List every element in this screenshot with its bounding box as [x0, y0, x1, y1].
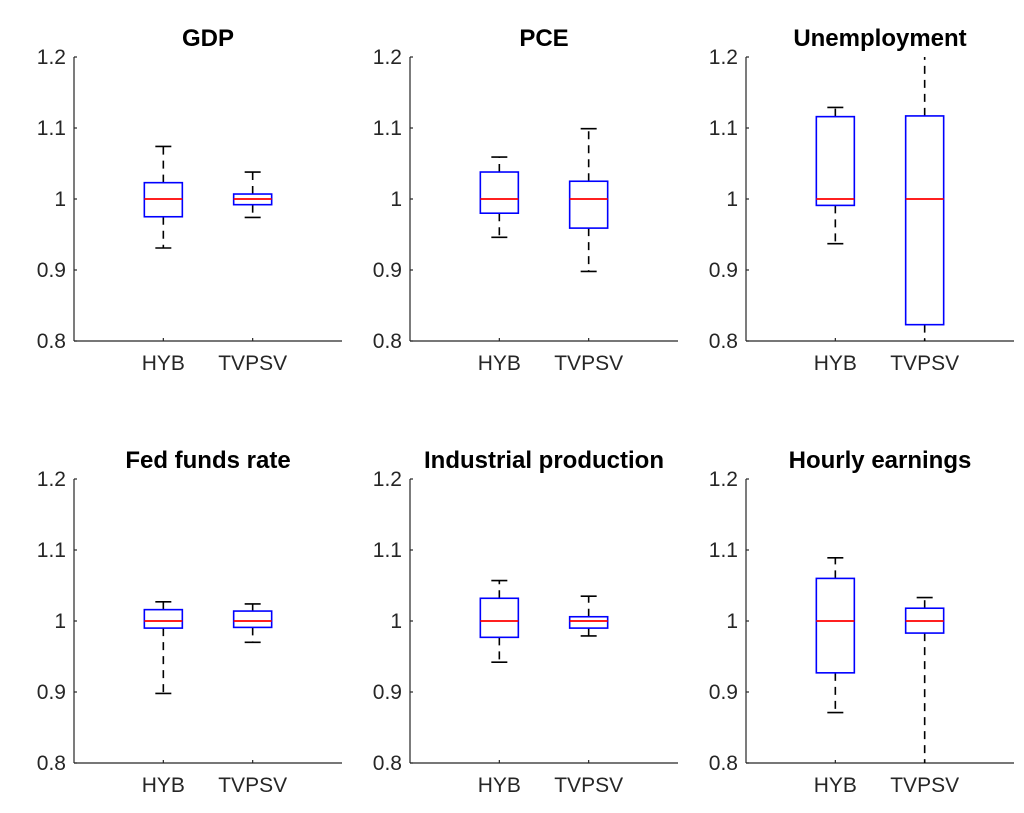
iqr-box — [232, 610, 273, 629]
panel-title: GDP — [182, 25, 234, 52]
y-tick-label: 1.1 — [37, 117, 66, 140]
box-tvpsv — [904, 57, 945, 341]
x-tick-label: HYB — [142, 352, 185, 375]
y-tick-label: 0.8 — [37, 330, 66, 353]
y-tick-label: 1.1 — [709, 539, 738, 562]
x-tick-label: TVPSV — [218, 352, 287, 375]
y-tick-label: 0.8 — [373, 330, 402, 353]
panel-unemployment: Unemployment 0.8 0.9 1 1.1 1.2 HYB TVPSV — [709, 25, 1014, 375]
panel-title: Fed funds rate — [125, 447, 290, 474]
box-hyb — [815, 557, 856, 714]
x-tick-label: TVPSV — [218, 774, 287, 797]
panel-gdp: GDP 0.8 0.9 1 1.1 1.2 HYB TVPSV — [37, 25, 342, 375]
y-tick-label: 1 — [390, 188, 402, 211]
y-tick-label: 1.2 — [37, 468, 66, 491]
box-tvpsv — [904, 596, 945, 763]
y-tick-label: 0.8 — [373, 752, 402, 775]
iqr-box — [479, 171, 520, 215]
y-tick-label: 1 — [726, 188, 738, 211]
box-hyb — [815, 106, 856, 245]
panel-title: Hourly earnings — [789, 447, 972, 474]
y-tick-label: 1.2 — [373, 468, 402, 491]
y-tick-label: 0.8 — [709, 752, 738, 775]
y-tick-label: 1.2 — [37, 46, 66, 69]
box-hyb — [143, 145, 184, 249]
panel-title: Industrial production — [424, 447, 664, 474]
y-tick-label: 1.2 — [373, 46, 402, 69]
panel-hourly-earnings: Hourly earnings 0.8 0.9 1 1.1 1.2 HYB TVPSV — [709, 447, 1014, 797]
iqr-box — [568, 180, 609, 229]
y-tick-label: 0.9 — [37, 259, 66, 282]
panel-title: Unemployment — [793, 25, 966, 52]
panel-pce: PCE 0.8 0.9 1 1.1 1.2 HYB TVPSV — [373, 25, 678, 375]
y-tick-label: 1 — [54, 610, 66, 633]
iqr-box — [815, 115, 856, 207]
y-tick-label: 0.8 — [709, 330, 738, 353]
y-tick-label: 1 — [726, 610, 738, 633]
iqr-box — [568, 615, 609, 629]
box-hyb — [479, 579, 520, 663]
box-tvpsv — [568, 127, 609, 273]
panel-industrial-production: Industrial production 0.8 0.9 1 1.1 1.2 HYB TVP… — [373, 447, 678, 797]
iqr-box — [815, 577, 856, 674]
x-tick-label: TVPSV — [554, 774, 623, 797]
x-tick-label: TVPSV — [890, 352, 959, 375]
y-tick-label: 0.9 — [709, 681, 738, 704]
y-tick-label: 1.1 — [37, 539, 66, 562]
iqr-box — [143, 608, 184, 629]
box-hyb — [143, 601, 184, 695]
y-tick-label: 1 — [54, 188, 66, 211]
x-tick-label: HYB — [814, 352, 857, 375]
x-tick-label: HYB — [814, 774, 857, 797]
x-tick-label: HYB — [478, 352, 521, 375]
y-tick-label: 0.9 — [373, 681, 402, 704]
panel-fed-funds-rate: Fed funds rate 0.8 0.9 1 1.1 1.2 HYB TVPSV — [37, 447, 342, 797]
x-tick-label: HYB — [478, 774, 521, 797]
y-tick-label: 1.1 — [709, 117, 738, 140]
iqr-box — [479, 597, 520, 639]
box-tvpsv — [568, 595, 609, 637]
y-tick-label: 0.9 — [373, 259, 402, 282]
y-tick-label: 1.2 — [709, 468, 738, 491]
box-tvpsv — [232, 171, 273, 219]
y-tick-label: 1 — [390, 610, 402, 633]
x-tick-label: TVPSV — [890, 774, 959, 797]
y-tick-label: 1.1 — [373, 117, 402, 140]
iqr-box — [904, 115, 945, 326]
y-tick-label: 0.8 — [37, 752, 66, 775]
panel-title: PCE — [519, 25, 568, 52]
box-tvpsv — [232, 603, 273, 644]
x-tick-label: TVPSV — [554, 352, 623, 375]
y-tick-label: 1.1 — [373, 539, 402, 562]
y-tick-label: 1.2 — [709, 46, 738, 69]
box-hyb — [479, 156, 520, 239]
y-tick-label: 0.9 — [709, 259, 738, 282]
x-tick-label: HYB — [142, 774, 185, 797]
y-tick-label: 0.9 — [37, 681, 66, 704]
